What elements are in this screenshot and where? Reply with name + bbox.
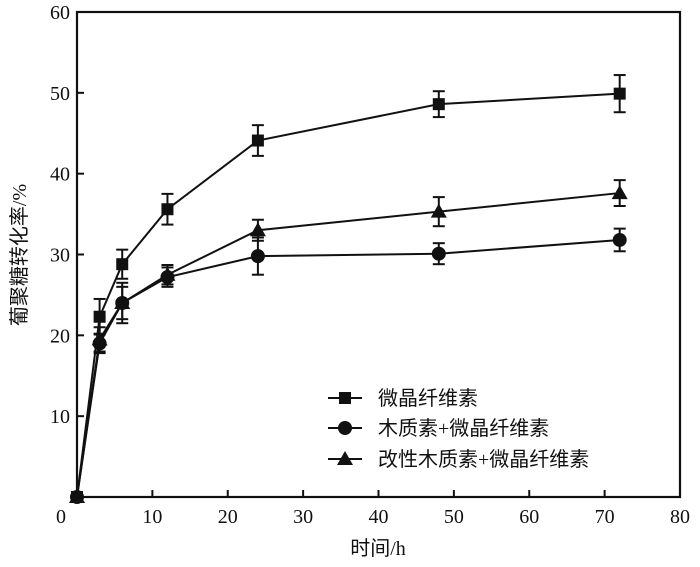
x-tick-label: 70: [595, 506, 615, 528]
data-point: [251, 134, 264, 147]
data-point: [612, 232, 627, 247]
x-tick-label: 40: [369, 506, 389, 528]
data-point: [69, 489, 85, 503]
data-point: [249, 222, 266, 237]
legend-label: 微晶纤维素: [378, 387, 478, 410]
x-tick-label: 80: [670, 506, 690, 528]
data-point: [250, 249, 265, 264]
x-tick-label: 0: [56, 506, 66, 528]
legend-label: 木质素+微晶纤维素: [378, 417, 549, 440]
series-square: [71, 74, 626, 503]
y-tick-label: 50: [50, 83, 70, 105]
x-tick-label: 50: [444, 506, 464, 528]
data-point: [93, 310, 106, 323]
data-point: [613, 87, 626, 100]
legend-label: 改性木质素+微晶纤维素: [378, 448, 589, 471]
x-tick-label: 10: [142, 506, 162, 528]
y-tick-label: 40: [50, 164, 70, 186]
y-tick-label: 60: [50, 2, 70, 24]
y-tick-label: 20: [50, 325, 70, 347]
series-triangle: [69, 179, 628, 503]
x-tick-label: 60: [519, 506, 539, 528]
x-tick-label: 20: [218, 506, 238, 528]
legend-marker-square-icon: [339, 392, 351, 404]
data-point: [116, 258, 129, 271]
legend-item-square: 微晶纤维素: [328, 387, 478, 410]
x-tick-label: 30: [293, 506, 313, 528]
data-point: [430, 203, 447, 218]
x-axis-label: 时间/h: [350, 537, 406, 560]
data-point: [432, 98, 445, 111]
data-point: [611, 185, 628, 200]
y-axis-label: 葡聚糖转化率/%: [8, 184, 31, 326]
y-tick-label: 10: [50, 406, 70, 428]
legend-item-circle: 木质素+微晶纤维素: [328, 417, 549, 440]
data-point: [161, 203, 174, 216]
data-point: [114, 295, 131, 309]
legend-marker-circle-icon: [338, 421, 352, 435]
axes: 0 10 20 30 40 50 60 70 80 10 20 30 40 50 60: [50, 2, 690, 528]
data-point: [431, 246, 446, 261]
legend-item-triangle: 改性木质素+微晶纤维素: [328, 448, 589, 471]
legend-marker-triangle-icon: [337, 451, 353, 465]
data-point: [91, 331, 108, 346]
series-group: [69, 74, 628, 504]
y-tick-label: 30: [50, 245, 70, 267]
data-point: [159, 266, 176, 281]
